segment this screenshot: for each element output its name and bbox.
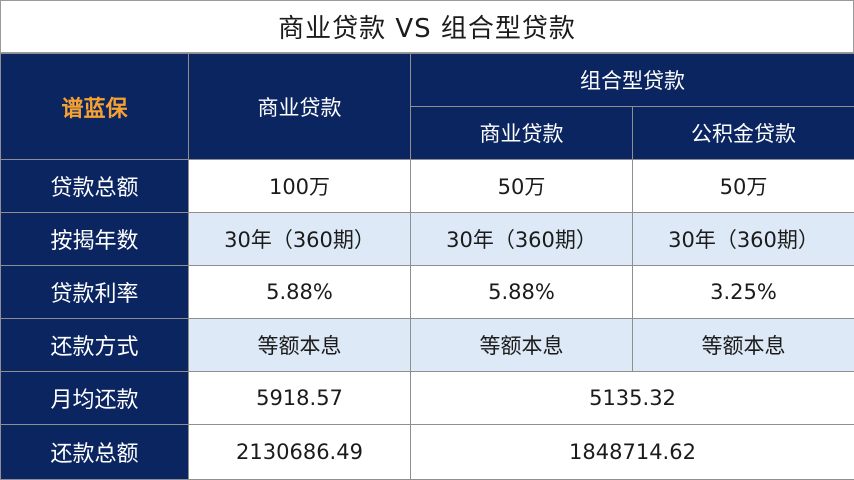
table-row: 按揭年数 30年（360期） 30年（360期） 30年（360期） — [1, 213, 854, 266]
cell-combo-total: 5135.32 — [411, 372, 854, 425]
table-row: 贷款总额 100万 50万 50万 — [1, 160, 854, 213]
cell-commercial: 2130686.49 — [189, 425, 411, 480]
cell-commercial: 30年（360期） — [189, 213, 411, 266]
cell-combo-fund: 等额本息 — [633, 319, 854, 372]
header-combo-loan: 组合型贷款 — [411, 54, 854, 107]
header-combo-commercial: 商业贷款 — [411, 107, 633, 160]
row-label: 月均还款 — [1, 372, 189, 425]
row-label: 贷款利率 — [1, 266, 189, 319]
cell-combo-total: 1848714.62 — [411, 425, 854, 480]
cell-combo-fund: 50万 — [633, 160, 854, 213]
cell-commercial: 5918.57 — [189, 372, 411, 425]
cell-combo-commercial: 5.88% — [411, 266, 633, 319]
table-row: 月均还款 5918.57 5135.32 — [1, 372, 854, 425]
cell-combo-commercial: 等额本息 — [411, 319, 633, 372]
table-row: 贷款利率 5.88% 5.88% 3.25% — [1, 266, 854, 319]
cell-combo-commercial: 50万 — [411, 160, 633, 213]
table-row: 还款总额 2130686.49 1848714.62 — [1, 425, 854, 480]
cell-commercial: 等额本息 — [189, 319, 411, 372]
header-combo-fund: 公积金贷款 — [633, 107, 854, 160]
row-label: 贷款总额 — [1, 160, 189, 213]
cell-combo-fund: 30年（360期） — [633, 213, 854, 266]
cell-combo-fund: 3.25% — [633, 266, 854, 319]
header-commercial-loan: 商业贷款 — [189, 54, 411, 160]
cell-commercial: 5.88% — [189, 266, 411, 319]
row-label: 按揭年数 — [1, 213, 189, 266]
table-row: 还款方式 等额本息 等额本息 等额本息 — [1, 319, 854, 372]
row-label: 还款方式 — [1, 319, 189, 372]
brand-label: 谱蓝保 — [1, 54, 189, 160]
loan-comparison-table: 谱蓝保 商业贷款 组合型贷款 商业贷款 公积金贷款 贷款总额 100万 50万 … — [0, 53, 854, 480]
page-title: 商业贷款 VS 组合型贷款 — [0, 0, 854, 53]
row-label: 还款总额 — [1, 425, 189, 480]
cell-combo-commercial: 30年（360期） — [411, 213, 633, 266]
cell-commercial: 100万 — [189, 160, 411, 213]
